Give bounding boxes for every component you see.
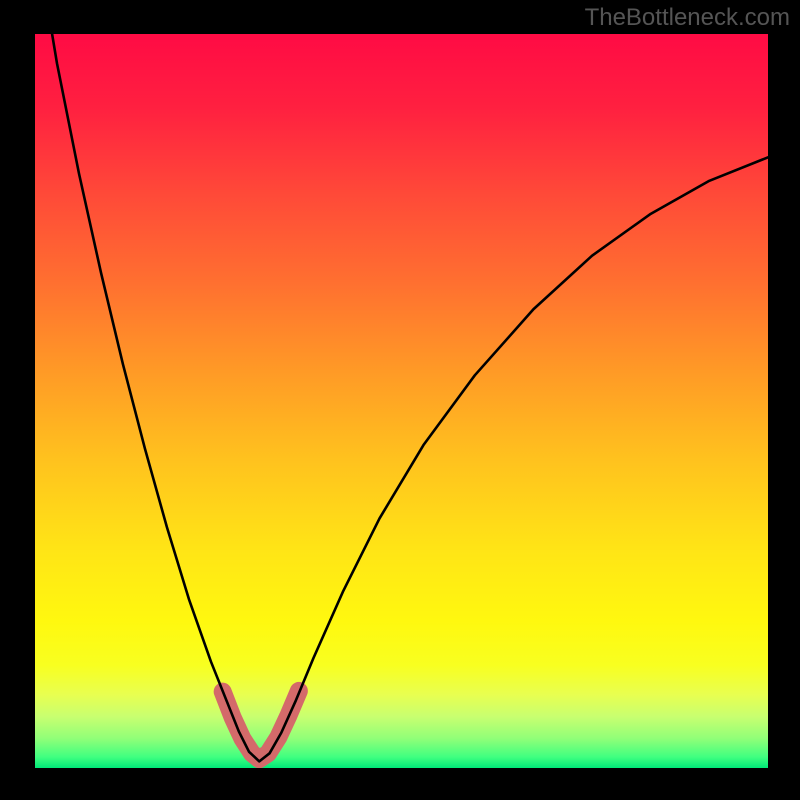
watermark-text: TheBottleneck.com [585,4,790,32]
plot-gradient-background [35,34,768,768]
chart-frame: TheBottleneck.com [0,0,800,800]
bottleneck-curve-chart [0,0,800,800]
